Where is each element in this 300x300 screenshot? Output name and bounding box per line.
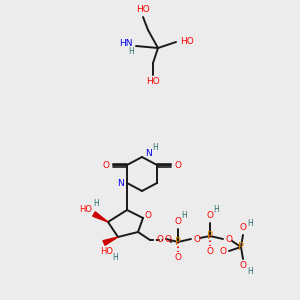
Text: O: O [145, 212, 152, 220]
Text: N: N [146, 148, 152, 158]
Text: O: O [206, 212, 214, 220]
Text: O: O [175, 160, 182, 169]
Text: HN: HN [119, 40, 133, 49]
Text: HO: HO [136, 5, 150, 14]
Text: H: H [93, 200, 99, 208]
Text: O: O [220, 247, 226, 256]
Text: O: O [239, 224, 247, 232]
Text: H: H [247, 218, 253, 227]
Text: H: H [213, 206, 219, 214]
Text: O: O [164, 236, 172, 244]
Text: O: O [226, 235, 232, 244]
Text: O: O [157, 235, 164, 244]
Text: HO: HO [100, 247, 113, 256]
Text: H: H [152, 142, 158, 152]
Text: P: P [175, 237, 181, 247]
Text: O: O [175, 218, 182, 226]
Text: O: O [175, 254, 182, 262]
Text: P: P [238, 242, 244, 252]
Text: H: H [181, 212, 187, 220]
Text: H: H [128, 46, 134, 56]
Text: HO: HO [146, 77, 160, 86]
Text: N: N [117, 178, 123, 188]
Text: O: O [103, 160, 110, 169]
Text: O: O [206, 248, 214, 256]
Text: HO: HO [80, 206, 92, 214]
Text: HO: HO [180, 38, 194, 46]
Polygon shape [103, 237, 118, 245]
Text: O: O [194, 235, 200, 244]
Text: H: H [247, 266, 253, 275]
Text: O: O [239, 262, 247, 271]
Text: H: H [112, 253, 118, 262]
Polygon shape [93, 212, 108, 222]
Text: P: P [207, 231, 213, 241]
